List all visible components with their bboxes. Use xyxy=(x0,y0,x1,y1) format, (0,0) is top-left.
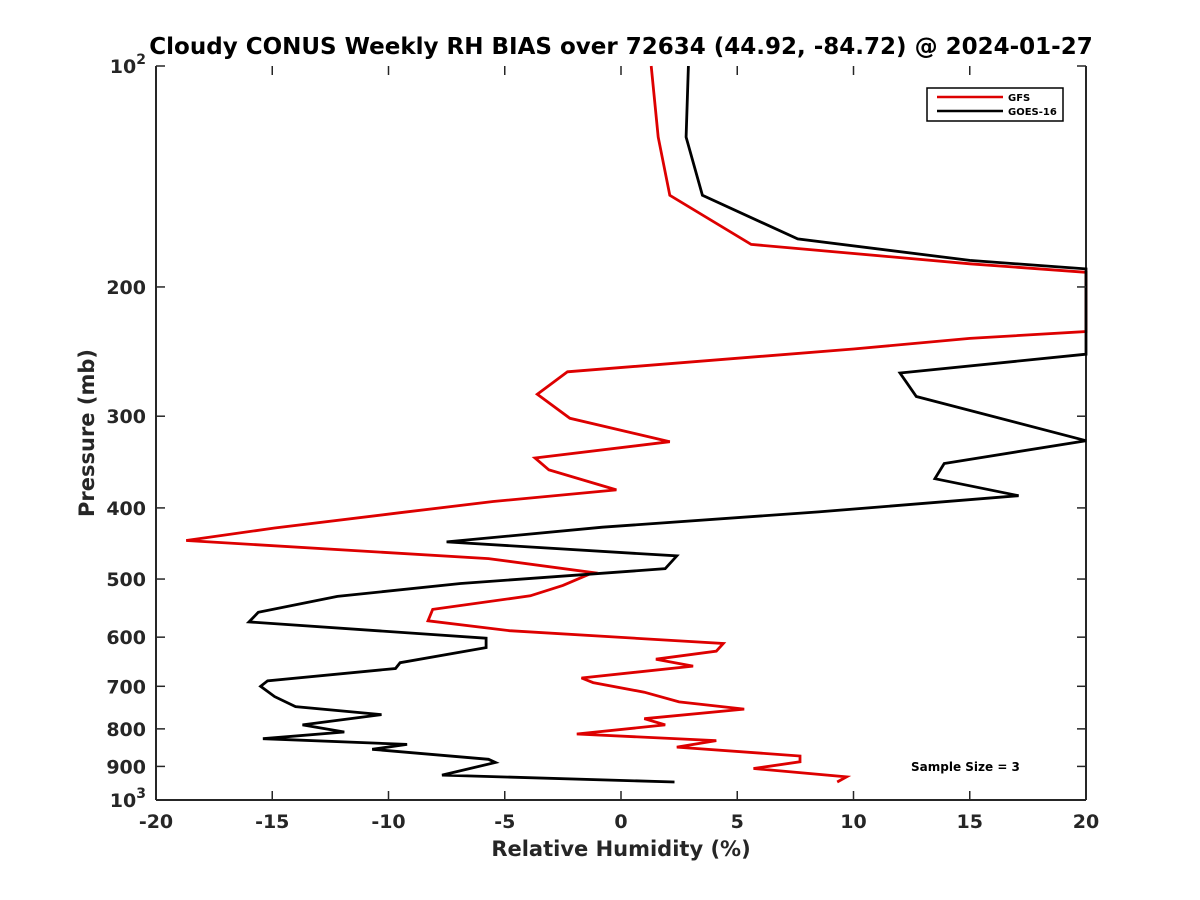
x-tick-label: 10 xyxy=(840,811,866,833)
y-tick-label: 500 xyxy=(106,569,146,591)
x-tick-label: 15 xyxy=(957,811,983,833)
y-tick-label: 800 xyxy=(106,719,146,741)
y-tick-label: 400 xyxy=(106,498,146,520)
y-axis-label: Pressure (mb) xyxy=(75,349,99,517)
y-tick-label: 103 xyxy=(110,786,146,812)
y-tick-label: 700 xyxy=(106,676,146,698)
y-tick-label: 600 xyxy=(106,627,146,649)
x-tick-label: 0 xyxy=(614,811,627,833)
series-group xyxy=(186,65,1088,784)
y-tick-label: 102 xyxy=(110,52,146,78)
chart-title: Cloudy CONUS Weekly RH BIAS over 72634 (… xyxy=(149,34,1092,60)
legend-box xyxy=(926,87,1064,122)
plot-area xyxy=(155,66,1087,801)
sample-size-annotation: Sample Size = 3 xyxy=(911,760,1020,774)
legend: GFS GOES-16 xyxy=(926,87,1064,122)
x-tick-label: -20 xyxy=(139,811,173,833)
legend-label-goes-16: GOES-16 xyxy=(1008,107,1057,118)
y-tick-label: 200 xyxy=(106,277,146,299)
y-tick-label: 900 xyxy=(106,756,146,778)
series-line-gfs xyxy=(186,65,1088,784)
y-ticks: 102 200 300 400 500 600 700 800 900 103 xyxy=(106,52,1086,812)
x-ticks: -20 -15 -10 -5 0 5 10 15 20 xyxy=(139,66,1099,833)
y-tick-label: 300 xyxy=(106,406,146,428)
x-tick-label: -15 xyxy=(255,811,289,833)
x-tick-label: -5 xyxy=(494,811,515,833)
x-axis-label: Relative Humidity (%) xyxy=(491,837,750,861)
legend-label-gfs: GFS xyxy=(1008,93,1030,104)
x-tick-label: 20 xyxy=(1073,811,1099,833)
x-tick-label: -10 xyxy=(371,811,405,833)
x-tick-label: 5 xyxy=(731,811,744,833)
series-line-goes-16 xyxy=(245,65,1088,784)
